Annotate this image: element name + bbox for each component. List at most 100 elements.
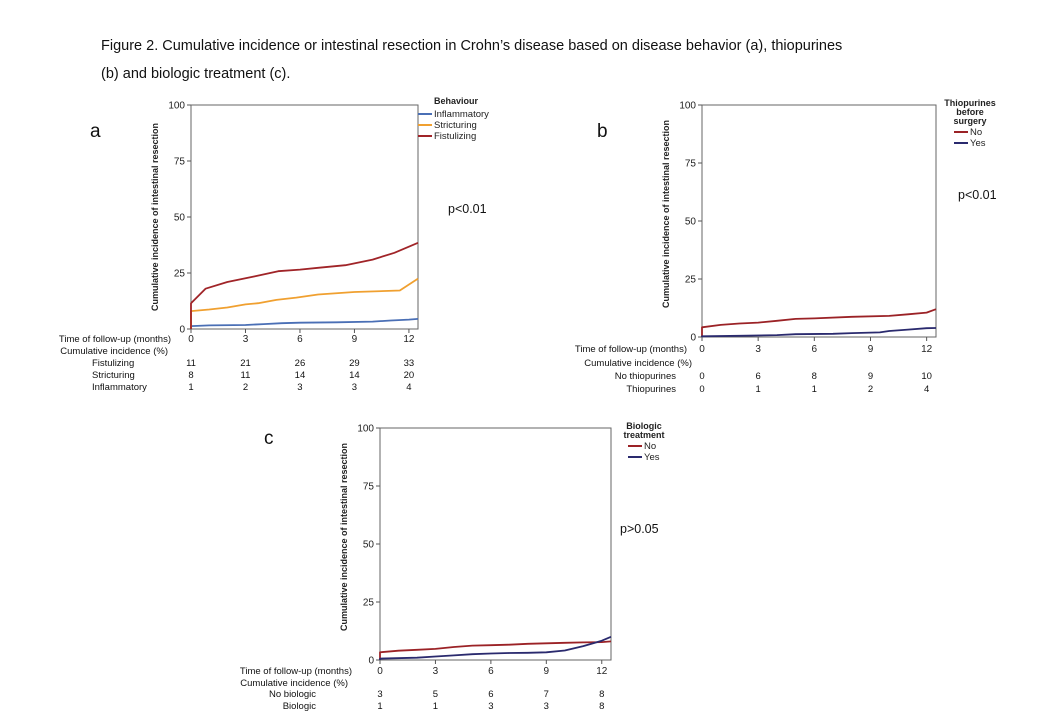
panel-b-risk-cell: 9 xyxy=(868,371,873,382)
panel-b-risk-cell: 1 xyxy=(812,384,817,395)
panel-b-series-line-yes xyxy=(701,327,937,338)
panel-a-x-tick-label: 3 xyxy=(243,334,249,345)
panel-a-risk-cell: 21 xyxy=(240,358,251,369)
panel-c-risk-cell: 7 xyxy=(544,689,549,700)
panel-a-risk-row-label: Fistulizing xyxy=(92,358,134,369)
panel-b-risk-cell: 6 xyxy=(756,371,761,382)
panel-b-risk-cell: 8 xyxy=(812,371,817,382)
panel-b-risk-cell: 2 xyxy=(868,384,873,395)
panel-a-legend-label: Inflammatory xyxy=(434,109,489,120)
panel-b-legend-title-line: Thiopurines xyxy=(944,98,996,108)
panel-b-x-tick-label: 12 xyxy=(921,344,933,355)
panel-c-risk-row-label: No biologic xyxy=(269,689,316,700)
panel-a-series-line-fistulizing xyxy=(190,241,419,329)
panel-a-legend-label: Stricturing xyxy=(434,120,477,131)
panel-a-x-tick-label: 9 xyxy=(352,334,358,345)
panel-a-p-value: p<0.01 xyxy=(448,202,487,216)
panel-c-y-tick-label: 25 xyxy=(363,598,375,609)
panel-a-risk-cell: 11 xyxy=(186,358,196,369)
panel-c-risk-cell: 8 xyxy=(599,689,604,700)
panel-a-risk-row-label: Stricturing xyxy=(92,370,135,381)
panel-c-risk-cell: 8 xyxy=(599,701,604,712)
panel-b-y-tick-label: 50 xyxy=(685,217,697,228)
panel-a-y-tick-label: 100 xyxy=(168,101,185,112)
panel-a-risk-cell: 26 xyxy=(295,358,306,369)
panel-a-risk-cell: 33 xyxy=(404,358,415,369)
panel-c-letter: c xyxy=(264,428,274,449)
panel-c-risk-cell: 1 xyxy=(433,701,438,712)
panel-a-y-tick-label: 50 xyxy=(174,213,186,224)
caption-line-2: (b) and biologic treatment (c). xyxy=(101,66,290,82)
panel-a-x-tick-label: 0 xyxy=(188,334,194,345)
panel-c-legend-title-line: treatment xyxy=(623,430,664,440)
panel-c-x-tick-label: 12 xyxy=(596,666,608,677)
panel-a-risk-cell: 3 xyxy=(297,382,302,393)
panel-b-risk-row-label: Thiopurines xyxy=(626,384,676,395)
panel-c-series-line-yes xyxy=(379,635,612,660)
panel-a-risk-cell: 14 xyxy=(295,370,306,381)
panel-b-x-tick-label: 3 xyxy=(755,344,761,355)
panel-c-y-tick-label: 50 xyxy=(363,540,375,551)
panel-a-risk-cell: 11 xyxy=(241,370,251,381)
panel-a-plot-frame xyxy=(190,104,419,330)
panel-c-y-axis-title: Cumulative incidence of intestinal resec… xyxy=(339,443,349,631)
panel-c-y-tick-label: 0 xyxy=(368,656,374,667)
panel-c-legend-label: Yes xyxy=(644,452,660,463)
panel-c-x-tick-label: 0 xyxy=(377,666,383,677)
panel-b-risk-cell: 1 xyxy=(756,384,761,395)
panel-b-x-tick-label: 0 xyxy=(699,344,705,355)
panel-b-legend-label: Yes xyxy=(970,138,986,149)
panel-a-risk-row-label: Inflammatory xyxy=(92,382,147,393)
panel-b-risk-cell: 0 xyxy=(699,371,704,382)
panel-b-risk-header-time: Time of follow-up (months) xyxy=(575,344,687,355)
panel-a-risk-cell: 3 xyxy=(352,382,357,393)
panel-b-y-tick-label: 25 xyxy=(685,275,697,286)
panel-c-risk-cell: 3 xyxy=(544,701,549,712)
panel-b-letter: b xyxy=(597,121,608,142)
panel-c-risk-cell: 3 xyxy=(488,701,493,712)
panel-c-risk-cell: 6 xyxy=(488,689,493,700)
panel-c-x-tick-label: 3 xyxy=(433,666,439,677)
panel-b-legend-title-line: surgery xyxy=(953,116,986,126)
panel-a-risk-cell: 1 xyxy=(188,382,193,393)
panel-a-x-tick-label: 12 xyxy=(403,334,415,345)
panel-c-risk-header-incidence: Cumulative incidence (%) xyxy=(240,678,348,689)
panel-b-series-line-no xyxy=(701,308,937,337)
panel-c-y-tick-label: 100 xyxy=(357,424,374,435)
panel-a-x-tick-label: 6 xyxy=(297,334,303,345)
panel-b-risk-header-incidence: Cumulative incidence (%) xyxy=(584,358,692,369)
panel-b-x-tick-label: 9 xyxy=(868,344,874,355)
panel-b-legend-label: No xyxy=(970,127,982,138)
panel-a-risk-cell: 4 xyxy=(406,382,411,393)
panel-a-risk-cell: 14 xyxy=(349,370,360,381)
panel-b-risk-cell: 10 xyxy=(921,371,932,382)
panel-c-risk-header-time: Time of follow-up (months) xyxy=(240,666,352,677)
panel-a-y-tick-label: 25 xyxy=(174,269,186,280)
panel-b-risk-cell: 4 xyxy=(924,384,929,395)
panel-a-risk-cell: 2 xyxy=(243,382,248,393)
panel-a-risk-cell: 29 xyxy=(349,358,360,369)
panel-b-x-tick-label: 6 xyxy=(812,344,818,355)
panel-b-legend-title-line: before xyxy=(956,107,984,117)
panel-c-y-tick-label: 75 xyxy=(363,482,375,493)
panel-c-plot-frame xyxy=(379,427,612,661)
panel-c-risk-cell: 1 xyxy=(377,701,382,712)
panel-c-p-value: p>0.05 xyxy=(620,522,659,536)
panel-b-y-tick-label: 100 xyxy=(679,101,696,112)
panel-a-risk-header-time: Time of follow-up (months) xyxy=(59,334,171,345)
panel-c-x-tick-label: 9 xyxy=(544,666,550,677)
panel-a-risk-cell: 20 xyxy=(404,370,415,381)
panel-b-p-value: p<0.01 xyxy=(958,188,997,202)
panel-a-y-axis-title: Cumulative incidence of intestinal resec… xyxy=(150,123,160,311)
panel-c-x-tick-label: 6 xyxy=(488,666,494,677)
panel-c-risk-row-label: Biologic xyxy=(283,701,317,712)
panel-b-plot-frame xyxy=(701,104,937,338)
panel-c-legend-label: No xyxy=(644,441,656,452)
panel-c-legend-title-line: Biologic xyxy=(626,421,662,431)
